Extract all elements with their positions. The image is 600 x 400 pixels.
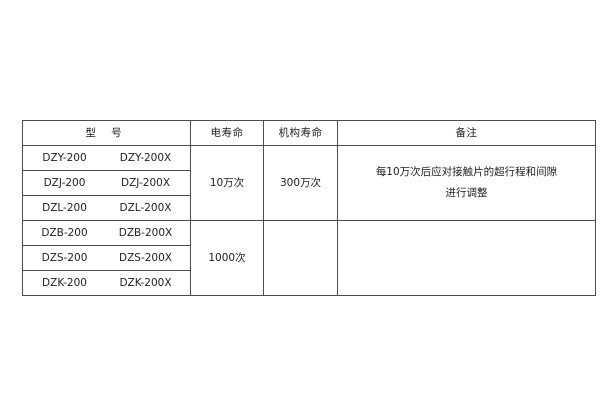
model-name-primary: DZJ-200 xyxy=(43,176,86,189)
model-name-primary: DZK-200 xyxy=(42,276,87,289)
model-name-variant: DZB-200X xyxy=(118,226,173,239)
model-name-variant: DZS-200X xyxy=(119,251,172,264)
cell-model: DZK-200 DZK-200X xyxy=(22,270,191,296)
model-name-primary: DZB-200 xyxy=(41,226,88,239)
table-header-row: 型 号 电寿命 机构寿命 备注 xyxy=(22,120,596,146)
model-name-primary: DZL-200 xyxy=(42,201,87,214)
cell-model: DZB-200 DZB-200X xyxy=(22,220,191,246)
remark-line-1: 每10万次后应对接触片的超行程和间隙 xyxy=(375,166,558,178)
table-row: DZY-200 DZY-200X 10万次 300万次 每10万次后应对接触片的… xyxy=(22,145,596,221)
cell-mechanical-life-upper: 300万次 xyxy=(263,145,338,221)
table-row: DZS-200 DZS-200X xyxy=(22,245,596,271)
cell-remark-lower xyxy=(337,220,596,296)
model-pair: DZK-200 DZK-200X xyxy=(23,271,190,295)
model-pair: DZL-200 DZL-200X xyxy=(23,196,190,220)
remark-line-2: 进行调整 xyxy=(445,187,488,199)
cell-mechanical-life-lower xyxy=(263,220,338,296)
cell-model: DZY-200 DZY-200X xyxy=(22,145,191,171)
cell-model: DZS-200 DZS-200X xyxy=(22,245,191,271)
column-header-electrical-life: 电寿命 xyxy=(190,120,264,146)
model-pair: DZJ-200 DZJ-200X xyxy=(23,171,190,195)
cell-model: DZJ-200 DZJ-200X xyxy=(22,170,191,196)
cell-remark-upper: 每10万次后应对接触片的超行程和间隙 进行调整 xyxy=(337,145,596,221)
cell-electrical-life-upper: 10万次 xyxy=(190,145,264,221)
model-name-variant: DZL-200X xyxy=(119,201,172,214)
cell-model: DZL-200 DZL-200X xyxy=(22,195,191,221)
model-name-variant: DZJ-200X xyxy=(120,176,171,189)
table-row: DZK-200 DZK-200X xyxy=(22,270,596,296)
specification-table: 型 号 电寿命 机构寿命 备注 DZY-200 DZY-200X 10万次 30… xyxy=(22,120,596,296)
model-pair: DZS-200 DZS-200X xyxy=(23,246,190,270)
table-row: DZJ-200 DZJ-200X xyxy=(22,170,596,196)
table-row: DZL-200 DZL-200X xyxy=(22,195,596,221)
model-name-primary: DZS-200 xyxy=(41,251,88,264)
model-name-primary: DZY-200 xyxy=(42,151,87,164)
column-header-model: 型 号 xyxy=(22,120,191,146)
model-pair: DZB-200 DZB-200X xyxy=(23,221,190,245)
model-name-variant: DZK-200X xyxy=(119,276,172,289)
cell-electrical-life-lower: 1000次 xyxy=(190,220,264,296)
column-header-mechanical-life: 机构寿命 xyxy=(263,120,338,146)
table-row: DZB-200 DZB-200X 1000次 xyxy=(22,220,596,296)
column-header-remark: 备注 xyxy=(337,120,596,146)
model-name-variant: DZY-200X xyxy=(119,151,172,164)
model-pair: DZY-200 DZY-200X xyxy=(23,146,190,170)
